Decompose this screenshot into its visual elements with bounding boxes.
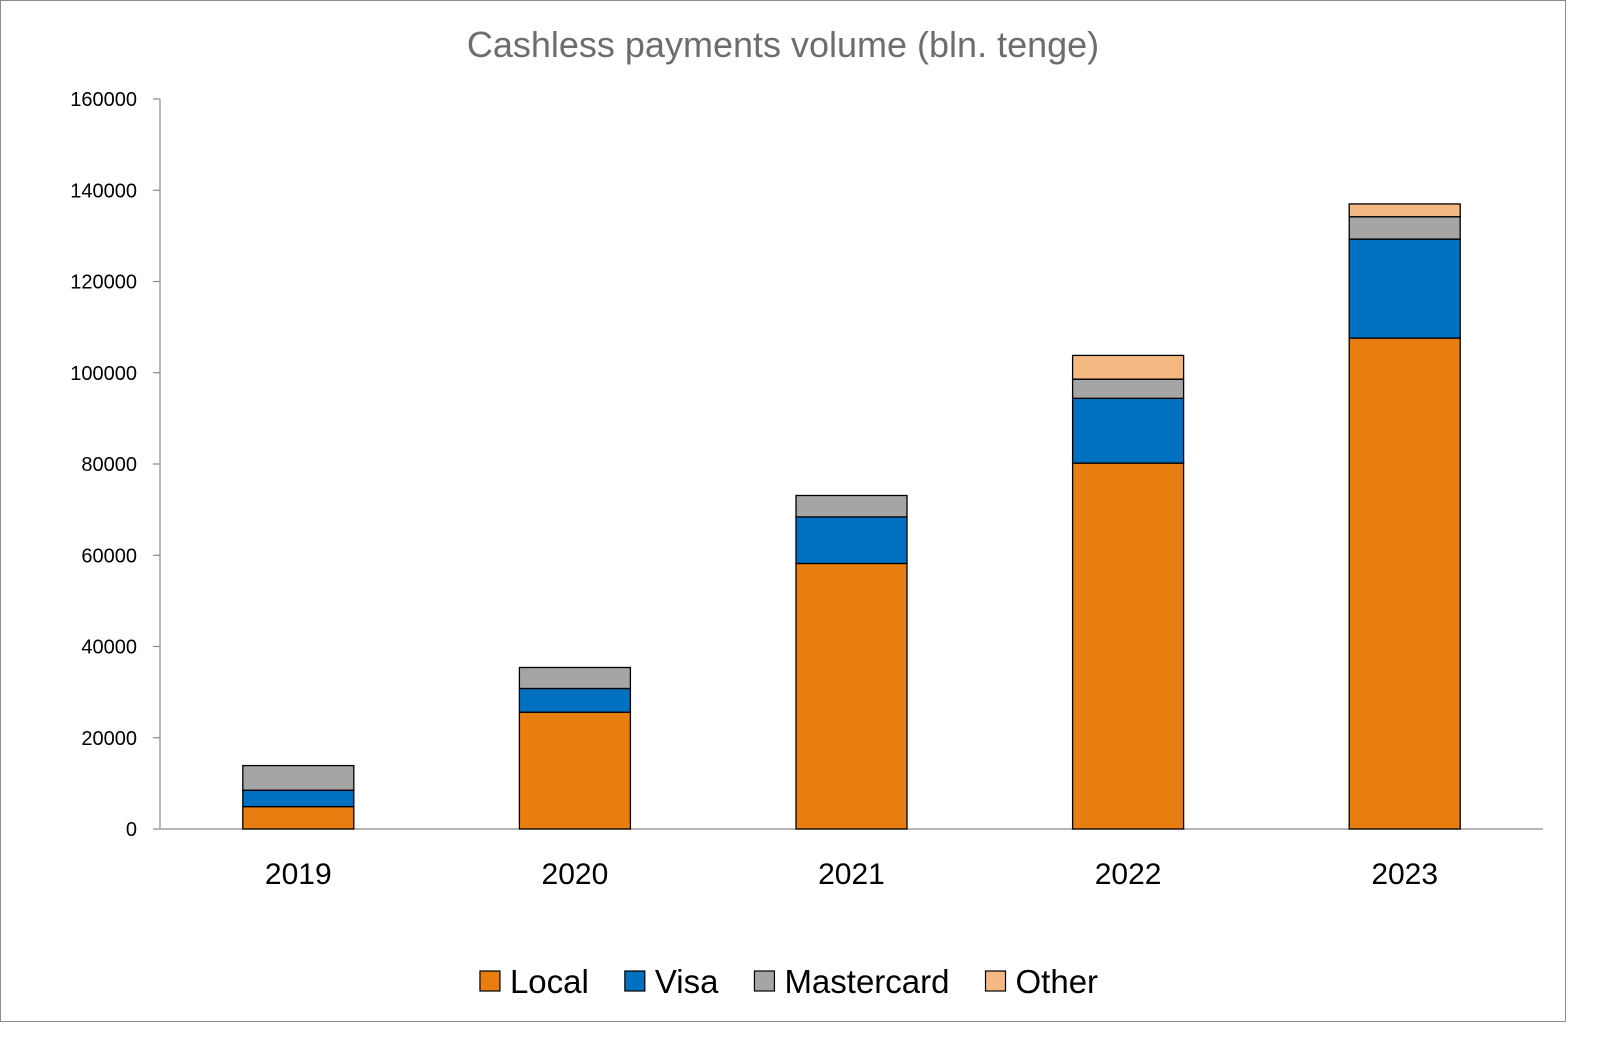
y-tick-label: 120000 xyxy=(70,272,137,294)
bar-mastercard-2020 xyxy=(518,666,632,690)
bar-mastercard-2022 xyxy=(1071,378,1185,399)
axes: 0 20000 40000 60000 80000 100000 120000 140000 1… xyxy=(70,89,1543,891)
bar-local-2019 xyxy=(242,805,355,830)
chart-frame xyxy=(0,0,1566,1022)
legend-label-local: Local xyxy=(510,963,589,1000)
legend: Local Visa Mastercard Other xyxy=(479,963,1099,1000)
bar-local-2023 xyxy=(1348,337,1461,830)
y-tick-label: 80000 xyxy=(81,454,137,476)
bar-mastercard-2023 xyxy=(1348,216,1461,240)
x-tick-label: 2020 xyxy=(542,858,609,891)
bars xyxy=(242,203,1461,830)
bar-visa-2020 xyxy=(518,687,632,713)
legend-label-visa: Visa xyxy=(655,963,719,1000)
y-tick-label: 60000 xyxy=(81,545,137,567)
y-tick-label: 160000 xyxy=(70,89,137,111)
bar-visa-2019 xyxy=(242,789,355,808)
bar-local-2022 xyxy=(1071,462,1185,830)
bar-mastercard-2019 xyxy=(242,764,355,791)
y-tick-label: 20000 xyxy=(81,728,137,750)
bar-other-2022 xyxy=(1071,354,1185,380)
chart-title: Cashless payments volume (bln. tenge) xyxy=(467,24,1099,65)
bar-other-2023 xyxy=(1348,203,1461,218)
bar-visa-2022 xyxy=(1071,397,1185,464)
legend-swatch-visa xyxy=(624,970,646,992)
bar-local-2021 xyxy=(795,562,908,830)
x-tick-label: 2021 xyxy=(818,858,885,891)
x-tick-label: 2022 xyxy=(1095,858,1162,891)
y-tick-label: 40000 xyxy=(81,637,137,659)
legend-label-mastercard: Mastercard xyxy=(784,963,949,1000)
bar-visa-2021 xyxy=(795,516,908,565)
bar-visa-2023 xyxy=(1348,238,1461,339)
y-tick-label: 0 xyxy=(126,819,137,841)
x-tick-label: 2023 xyxy=(1371,858,1438,891)
legend-swatch-local xyxy=(479,970,501,992)
y-tick-label: 100000 xyxy=(70,363,137,385)
legend-swatch-other xyxy=(984,970,1007,992)
bar-local-2020 xyxy=(518,711,632,830)
legend-swatch-mastercard xyxy=(753,970,776,992)
x-tick-label: 2019 xyxy=(265,858,332,891)
legend-label-other: Other xyxy=(1016,963,1099,1000)
y-tick-label: 140000 xyxy=(70,180,137,202)
bar-mastercard-2021 xyxy=(795,494,908,518)
